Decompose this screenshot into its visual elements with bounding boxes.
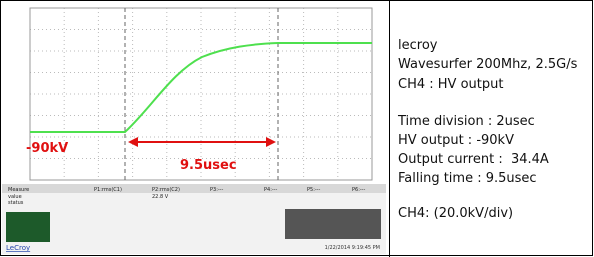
note-line: CH4 : HV output xyxy=(398,77,503,92)
measure-header: P1:rms(C1) xyxy=(94,187,122,193)
measure-header: P5:--- xyxy=(307,187,320,193)
duration-label: 9.5usec xyxy=(180,158,237,173)
note-line: Wavesurfer 200Mhz, 2.5G/s xyxy=(398,57,577,72)
measure-row-label: status xyxy=(8,200,24,206)
note-line: lecroy xyxy=(398,38,437,53)
brand: LeCroy xyxy=(6,244,30,252)
measure-reading: 22.8 V xyxy=(152,194,169,200)
note-line: CH4: (20.0kV/div) xyxy=(398,206,513,221)
measure-header: P4:--- xyxy=(264,187,277,193)
scope-screenshot: -90kV 9.5usec Measure P1:rms(C1) P2:rms(C2… xyxy=(2,2,386,254)
note-line: HV output : -90kV xyxy=(398,133,514,148)
timestamp: 1/22/2014 9:19:45 PM xyxy=(325,245,380,251)
cell-divider xyxy=(389,1,390,257)
measure-header: P6:--- xyxy=(352,187,365,193)
measure-header-bar xyxy=(2,184,386,193)
note-line: Time division : 2usec xyxy=(398,114,535,129)
voltage-label: -90kV xyxy=(26,141,68,156)
measure-header: P3:--- xyxy=(210,187,223,193)
measure-header: P2:rms(C2) xyxy=(152,187,180,193)
timebase-box xyxy=(285,209,381,239)
note-line: Falling time : 9.5usec xyxy=(398,171,537,186)
note-line: Output current : 34.4A xyxy=(398,152,549,167)
channel-box xyxy=(6,212,50,242)
measure-header: Measure xyxy=(8,187,29,193)
